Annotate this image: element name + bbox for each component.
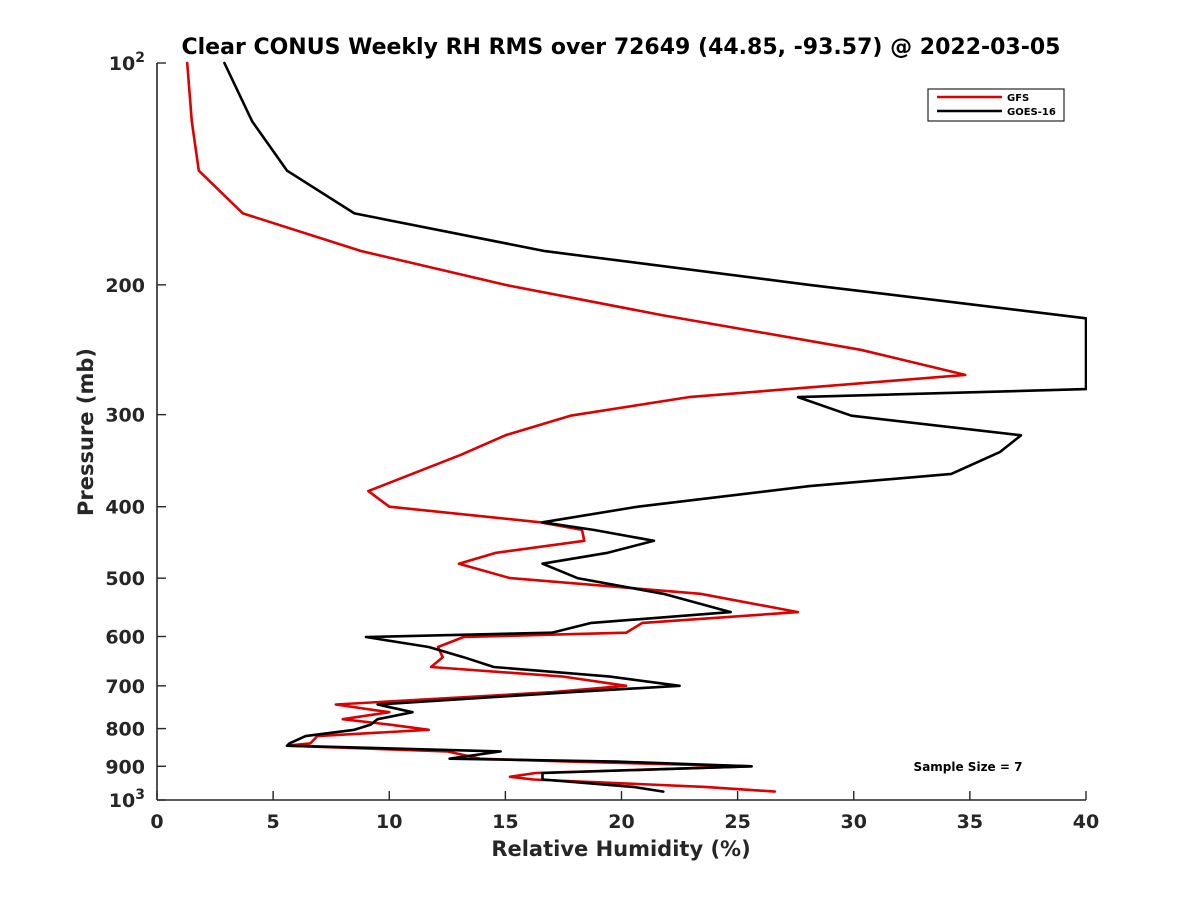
y-tick-label: 200 [105, 275, 145, 297]
y-tick-label: 300 [105, 405, 145, 427]
y-axis-ticks: 102 200 300 400 500 600 700 800 900 103 [105, 50, 166, 812]
x-axis-ticks: 0 5 10 15 20 25 30 35 40 [150, 791, 1099, 833]
legend-box [927, 88, 1065, 122]
y-tick-label: 900 [105, 756, 145, 778]
y-tick-label: 600 [105, 626, 145, 648]
x-axis-label: Relative Humidity (%) [491, 837, 750, 861]
x-tick-label: 20 [608, 811, 634, 833]
x-tick-label: 5 [267, 811, 280, 833]
x-tick-label: 30 [841, 811, 867, 833]
x-tick-label: 40 [1073, 811, 1099, 833]
x-tick-label: 10 [376, 811, 402, 833]
sample-size-annotation: Sample Size = 7 [914, 760, 1023, 774]
y-tick-label: 500 [105, 568, 145, 590]
x-tick-label: 25 [724, 811, 750, 833]
y-tick-label: 800 [105, 719, 145, 741]
legend-label-goes16: GOES-16 [1007, 107, 1056, 118]
x-tick-label: 15 [492, 811, 518, 833]
y-tick-label: 400 [105, 497, 145, 519]
legend-label-gfs: GFS [1007, 93, 1029, 104]
legend: GFS GOES-16 [927, 88, 1065, 122]
series-line-goes-16 [223, 61, 1087, 793]
chart-title: Clear CONUS Weekly RH RMS over 72649 (44… [182, 35, 1061, 60]
x-tick-label: 35 [957, 811, 983, 833]
y-tick-label: 103 [109, 787, 145, 812]
x-tick-label: 0 [150, 811, 163, 833]
series-line-gfs [185, 61, 967, 793]
y-axis-label: Pressure (mb) [74, 348, 98, 516]
plot-area: 0 5 10 15 20 25 30 35 40 102 200 300 400 500 600 700 80… [105, 50, 1099, 833]
series-layer [185, 61, 1087, 793]
y-tick-label: 700 [105, 676, 145, 698]
y-tick-label: 102 [109, 50, 145, 75]
